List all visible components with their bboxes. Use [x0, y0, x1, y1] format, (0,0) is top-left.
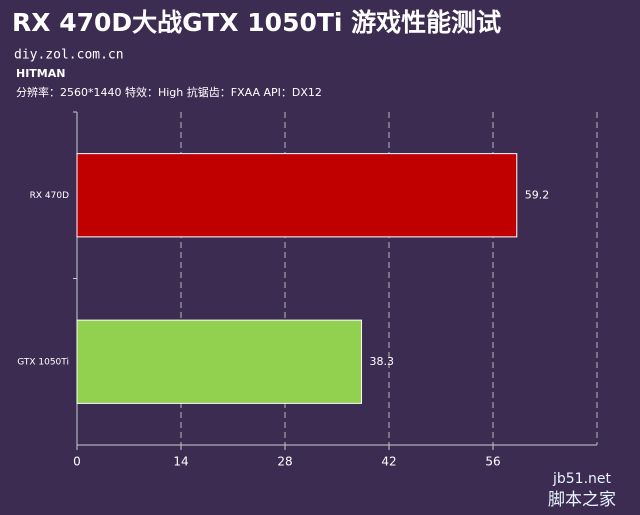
x-tick-label: 56: [485, 455, 500, 469]
watermark: 脚本之家: [548, 490, 616, 510]
data-label: 38.3: [370, 355, 395, 368]
x-tick-label: 0: [73, 455, 81, 469]
bar: [76, 319, 363, 404]
watermark: jb51.net: [552, 471, 612, 487]
bar: [76, 153, 518, 238]
settings: 分辨率：2560*1440 特效：High 抗锯齿：FXAA API：DX12: [16, 85, 322, 99]
source: diy.zol.com.cn: [14, 48, 124, 63]
x-tick-label: 28: [277, 455, 292, 469]
subtitle: HITMAN: [16, 67, 65, 80]
data-label: 59.2: [525, 188, 550, 201]
y-tick-label: RX 470D: [30, 191, 69, 201]
x-tick-label: 42: [381, 455, 396, 469]
x-tick-label: 14: [173, 455, 188, 469]
chart-title: RX 470D大战GTX 1050Ti 游戏性能测试: [12, 8, 501, 37]
y-tick-label: GTX 1050Ti: [17, 357, 69, 367]
